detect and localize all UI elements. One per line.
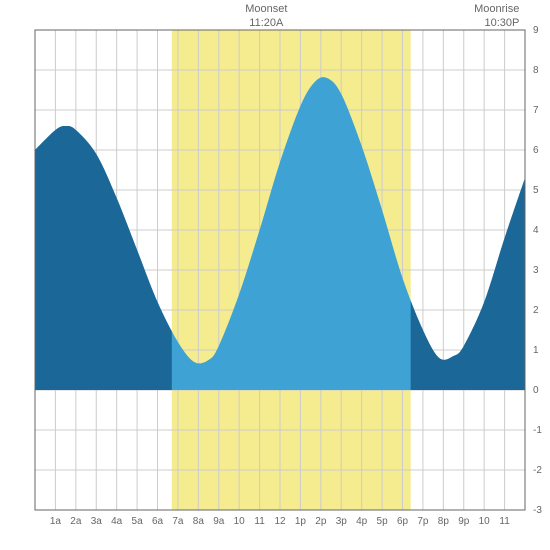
svg-text:3a: 3a	[91, 516, 103, 527]
tide-chart-container: 1a2a3a4a5a6a7a8a9a1011121p2p3p4p5p6p7p8p…	[0, 0, 550, 550]
svg-text:9a: 9a	[213, 516, 225, 527]
svg-text:9: 9	[533, 25, 539, 36]
moonrise-time: 10:30P	[469, 16, 519, 30]
svg-text:7: 7	[533, 105, 539, 116]
svg-text:11: 11	[254, 516, 265, 527]
svg-text:10: 10	[234, 516, 246, 527]
svg-text:1p: 1p	[295, 516, 307, 527]
svg-text:8a: 8a	[193, 516, 205, 527]
svg-text:6a: 6a	[152, 516, 164, 527]
svg-text:2a: 2a	[70, 516, 82, 527]
moonset-time: 11:20A	[241, 16, 291, 30]
svg-text:8p: 8p	[438, 516, 450, 527]
svg-text:0: 0	[533, 385, 539, 396]
svg-text:7p: 7p	[417, 516, 429, 527]
svg-text:8: 8	[533, 65, 539, 76]
svg-text:5: 5	[533, 185, 539, 196]
svg-text:1a: 1a	[50, 516, 62, 527]
svg-text:3: 3	[533, 265, 539, 276]
moonrise-label: Moonrise 10:30P	[469, 2, 519, 31]
svg-text:6p: 6p	[397, 516, 409, 527]
svg-text:4p: 4p	[356, 516, 368, 527]
moonset-title: Moonset	[241, 2, 291, 16]
svg-text:5a: 5a	[132, 516, 144, 527]
svg-text:5p: 5p	[377, 516, 389, 527]
tide-chart: 1a2a3a4a5a6a7a8a9a1011121p2p3p4p5p6p7p8p…	[0, 0, 550, 550]
svg-text:2: 2	[533, 305, 539, 316]
svg-text:-1: -1	[533, 425, 542, 436]
svg-text:7a: 7a	[172, 516, 184, 527]
svg-text:6: 6	[533, 145, 539, 156]
svg-text:12: 12	[274, 516, 286, 527]
moonset-label: Moonset 11:20A	[241, 2, 291, 31]
svg-text:3p: 3p	[336, 516, 348, 527]
svg-text:-2: -2	[533, 465, 542, 476]
svg-text:11: 11	[499, 516, 510, 527]
svg-text:4: 4	[533, 225, 539, 236]
svg-text:1: 1	[533, 345, 539, 356]
svg-text:2p: 2p	[315, 516, 327, 527]
svg-text:9p: 9p	[458, 516, 470, 527]
svg-text:10: 10	[479, 516, 491, 527]
svg-text:-3: -3	[533, 505, 542, 516]
svg-text:4a: 4a	[111, 516, 123, 527]
moonrise-title: Moonrise	[469, 2, 519, 16]
